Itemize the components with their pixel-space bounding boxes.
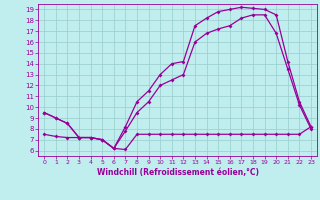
X-axis label: Windchill (Refroidissement éolien,°C): Windchill (Refroidissement éolien,°C) — [97, 168, 259, 177]
